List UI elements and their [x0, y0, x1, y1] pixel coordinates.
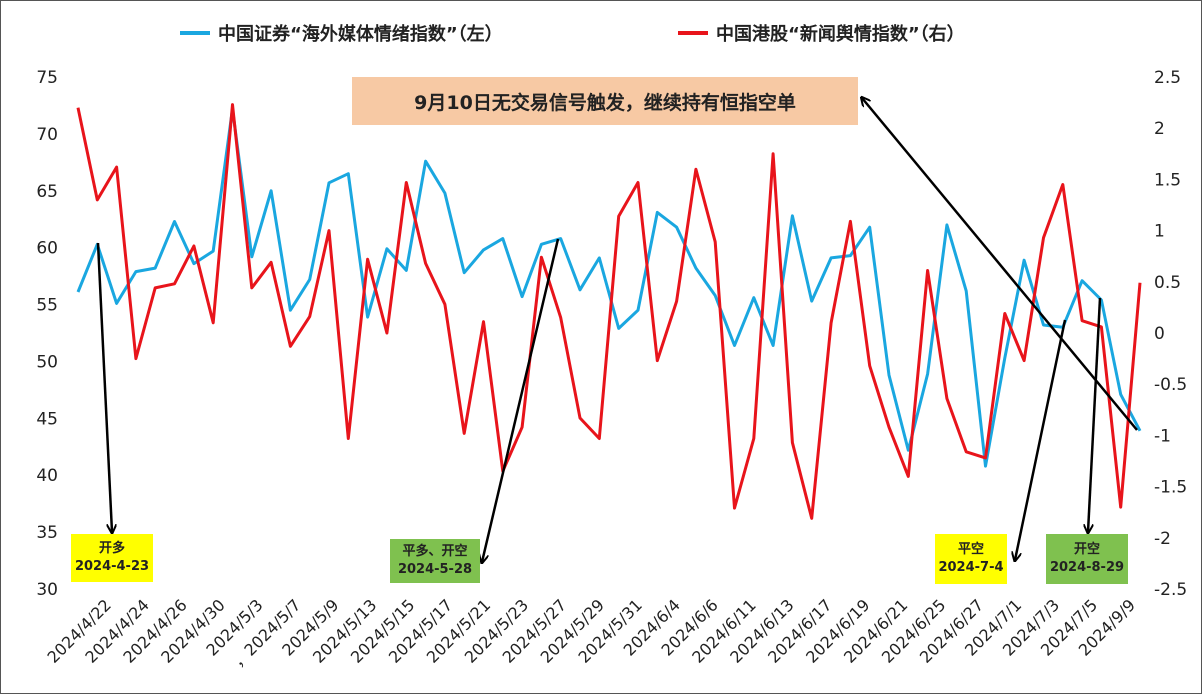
tag-action: 开空 — [1073, 542, 1100, 557]
tag-date: 2024-7-4 — [938, 560, 1004, 575]
tag-action: 平多、开空 — [402, 544, 468, 559]
left-axis-tick-label: 30 — [36, 580, 58, 600]
tag-action: 平空 — [957, 542, 984, 557]
legend-item-left: 中国证券“海外媒体情绪指数”（左） — [180, 20, 503, 46]
right-axis-tick-label: 0 — [1154, 324, 1165, 344]
axes-group: 30 35 40 45 50 55 60 65 70 75 -2.5 -2 -1.5 -1 -0.5 0 0.5… — [36, 68, 1187, 671]
tag-date: 2024-4-23 — [74, 559, 150, 574]
left-axis-tick-label: 65 — [36, 182, 58, 202]
right-axis-tick-label: -1 — [1154, 426, 1171, 446]
signal-callout-text: 9月10日无交易信号触发，继续持有恒指空单 — [414, 91, 796, 114]
legend-item-right: 中国港股“新闻舆情指数”（右） — [678, 20, 965, 46]
right-axis-tick-label: 1 — [1154, 222, 1165, 242]
annotation-arrow — [1015, 319, 1067, 560]
right-axis-tick-label: -2 — [1154, 529, 1171, 549]
left-axis-tick-label: 60 — [36, 239, 58, 259]
right-axis-tick-label: 2 — [1154, 119, 1165, 139]
right-axis-tick-label: -0.5 — [1154, 375, 1187, 395]
trade-tag-open-long: 开多 2024-4-23 — [71, 534, 153, 582]
legend-label-right: 中国港股“新闻舆情指数”（右） — [716, 24, 965, 45]
legend-label-left: 中国证券“海外媒体情绪指数”（左） — [218, 24, 503, 45]
left-axis-tick-label: 45 — [36, 409, 58, 429]
legend-swatch-red — [678, 31, 708, 35]
annotation-arrow — [96, 242, 112, 532]
trade-tag-close-long-open-short: 平多、开空 2024-5-28 — [390, 539, 480, 583]
right-axis-tick-label: 0.5 — [1154, 273, 1181, 293]
left-axis-tick-label: 50 — [36, 352, 58, 372]
tag-date: 2024-5-28 — [397, 562, 473, 577]
left-axis-tick-label: 35 — [36, 523, 58, 543]
signal-callout: 9月10日无交易信号触发，继续持有恒指空单 — [352, 77, 858, 125]
trade-tag-open-short: 开空 2024-8-29 — [1046, 534, 1128, 584]
right-axis-tick-label: 2.5 — [1154, 68, 1181, 88]
series-group — [76, 103, 1142, 520]
left-axis-tick-label: 70 — [36, 125, 58, 145]
left-axis-tick-label: 75 — [36, 68, 58, 88]
right-axis-tick-label: -2.5 — [1154, 580, 1187, 600]
annotation-arrows — [96, 98, 1138, 562]
left-axis-tick-label: 55 — [36, 296, 58, 316]
trade-tag-close-short: 平空 2024-7-4 — [935, 534, 1007, 584]
annotation-arrow — [1088, 297, 1102, 532]
news-sentiment-line — [76, 103, 1142, 520]
right-axis-tick-label: -1.5 — [1154, 478, 1187, 498]
tag-action: 开多 — [98, 541, 125, 556]
media-sentiment-line — [76, 107, 1142, 468]
annotation-arrow — [482, 238, 560, 562]
right-axis-tick-label: 1.5 — [1154, 170, 1181, 190]
tag-date: 2024-8-29 — [1049, 560, 1125, 575]
left-axis-tick-label: 40 — [36, 466, 58, 486]
legend-swatch-blue — [180, 31, 210, 35]
annotation-arrow — [862, 98, 1138, 431]
